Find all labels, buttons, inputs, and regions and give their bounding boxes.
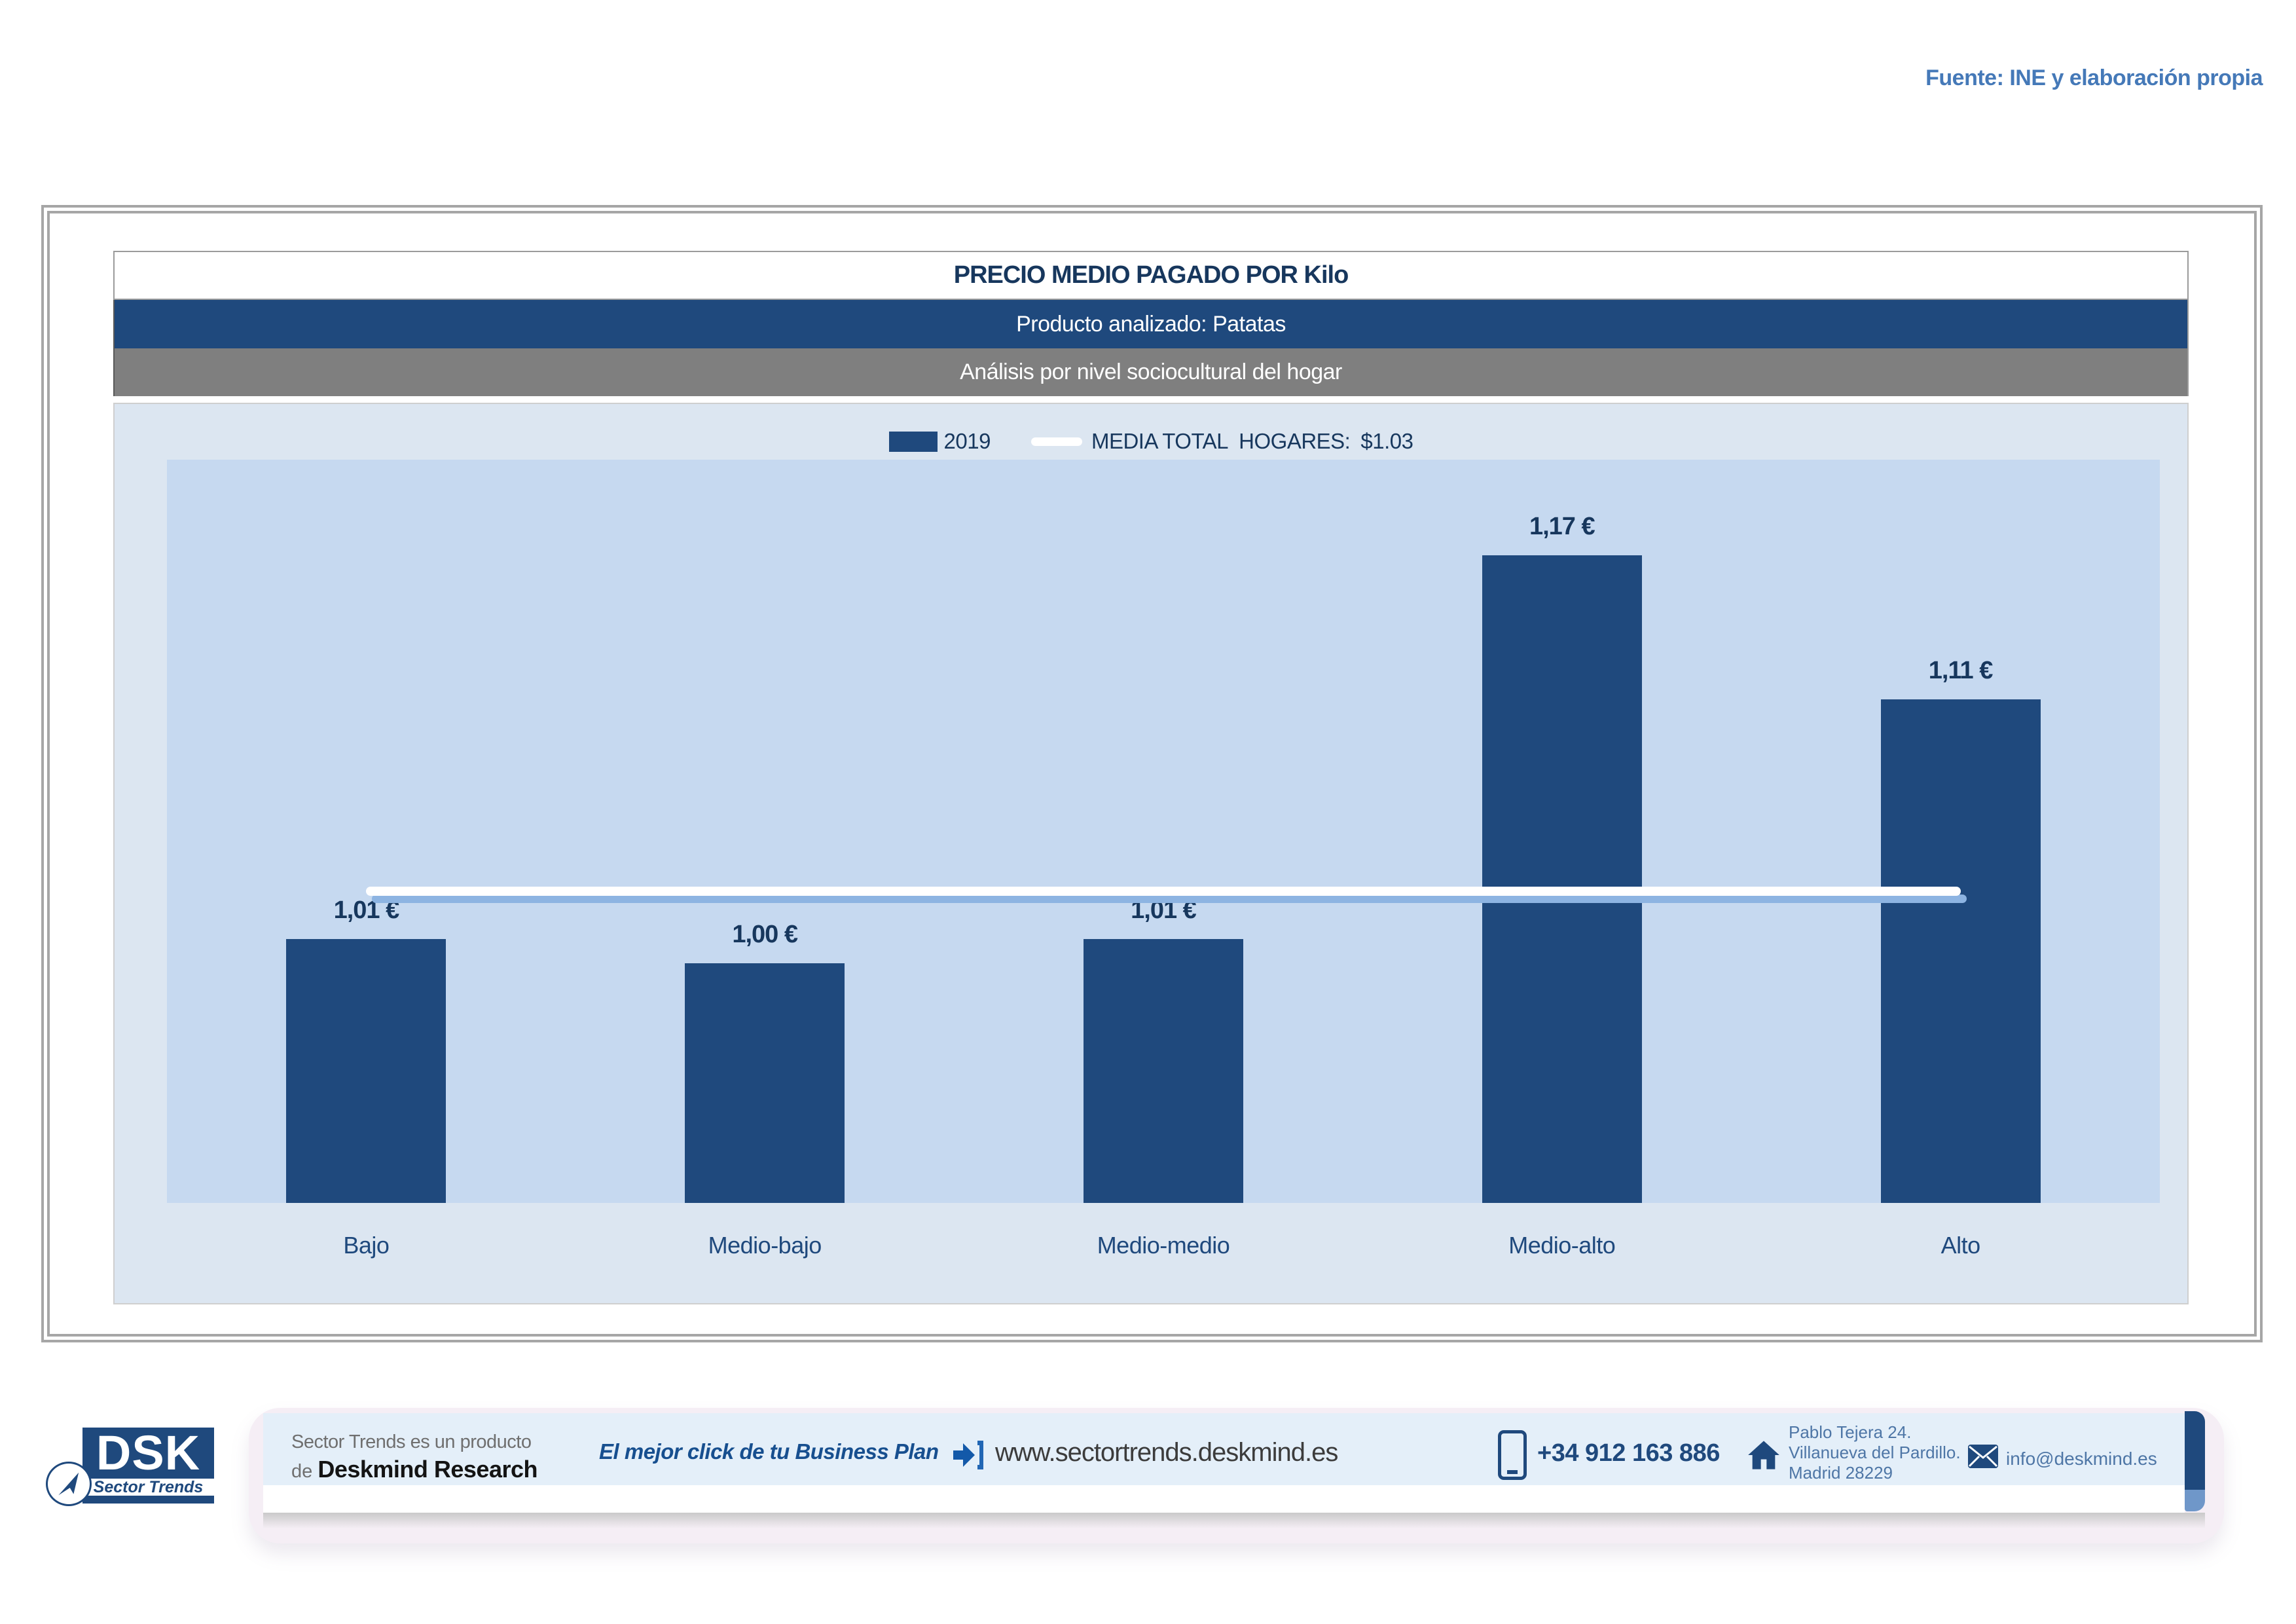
footer-product-line1: Sector Trends es un producto [291,1431,532,1452]
footer-product-brand: Deskmind Research [318,1456,538,1483]
dsk-logo-brand: Sector Trends [93,1477,204,1496]
report-title-row: PRECIO MEDIO PAGADO POR Kilo [113,251,2189,300]
footer-address: Pablo Tejera 24. Villanueva del Pardillo… [1789,1422,1961,1483]
source-note: Fuente: INE y elaboración propia [1925,65,2263,90]
analysis-band: Análisis por nivel sociocultural del hog… [113,348,2189,396]
bar-slot: 1,17 € [1362,460,1761,1203]
media-total-line [366,887,1961,896]
footer-card [263,1485,2185,1513]
legend-media-value: $1.03 [1360,429,1413,453]
bar [286,939,446,1203]
dsk-logo-acronym: DSK [96,1426,201,1480]
legend-media-label: MEDIA TOTAL HOGARES: [1091,429,1351,453]
media-total-line-shadow [372,895,1967,904]
dsk-logo: DSK [82,1428,214,1479]
bar-slot: 1,01 € [964,460,1363,1203]
footer-product-line2: de Deskmind Research [291,1456,538,1483]
footer-slogan: El mejor click de tu Business Plan [599,1439,939,1464]
footer-card-shadow [263,1513,2205,1528]
footer-product-prefix: de [291,1461,318,1482]
bar-value-label: 1,11 € [1928,657,1994,685]
category-label: Alto [1941,1232,1981,1259]
legend-series-swatch [888,431,938,452]
bar [685,963,845,1203]
legend-media-line-swatch [1030,437,1082,446]
analysis-band-label: Análisis por nivel sociocultural del hog… [960,360,1342,384]
category-labels: Bajo Medio-bajo Medio-medio Medio-alto Alto [167,1232,2160,1259]
category-label: Bajo [343,1232,390,1259]
category-label: Medio-medio [1097,1232,1230,1259]
link-arrow-icon [953,1441,983,1469]
bar-slot: 1,11 € [1761,460,2160,1203]
dsk-logo-strip [82,1496,214,1504]
bar-slot: 1,01 € [167,460,566,1203]
report-title: PRECIO MEDIO PAGADO POR Kilo [953,261,1349,289]
bar [1880,699,2041,1203]
footer-bar [263,1413,2185,1485]
bar-value-label: 1,17 € [1529,513,1595,541]
category-label: Medio-alto [1508,1232,1616,1259]
bar [1083,939,1243,1203]
chart-container: 2019 MEDIA TOTAL HOGARES: $1.03 1,01 €1,… [113,403,2189,1304]
envelope-icon [1968,1445,1998,1468]
plot-area: 1,01 € 1,00 € 1,01 € 1,17 € 1,11 € [167,460,2160,1203]
footer-product-text: Sector Trends es un producto de Deskmind… [291,1431,538,1483]
bar [1482,555,1642,1203]
footer-address-line1: Pablo Tejera 24. [1789,1422,1912,1442]
footer-address-line2: Villanueva del Pardillo. [1789,1443,1961,1462]
footer-website-link[interactable]: www.sectortrends.deskmind.es [995,1438,1338,1467]
paper-plane-badge [46,1462,92,1506]
footer-accent-bar [2185,1411,2205,1490]
product-band: Producto analizado: Patatas [113,300,2189,348]
legend-series-label: 2019 [943,429,991,453]
category-label: Medio-bajo [708,1232,822,1259]
footer-phone[interactable]: +34 912 163 886 [1537,1439,1720,1467]
paper-plane-icon [58,1472,79,1496]
home-icon [1748,1441,1779,1469]
dsk-logo-brand-band: Sector Trends [82,1477,214,1496]
chart-legend: 2019 MEDIA TOTAL HOGARES: $1.03 [115,429,2187,454]
footer-email-link[interactable]: info@deskmind.es [2006,1449,2157,1469]
mobile-phone-icon [1498,1430,1527,1480]
footer-address-line3: Madrid 28229 [1789,1463,1893,1483]
bar-slot: 1,00 € [566,460,964,1203]
footer-accent-bar-light [2185,1490,2205,1511]
bar-value-label: 1,00 € [732,920,798,948]
product-band-label: Producto analizado: Patatas [1016,311,1286,337]
